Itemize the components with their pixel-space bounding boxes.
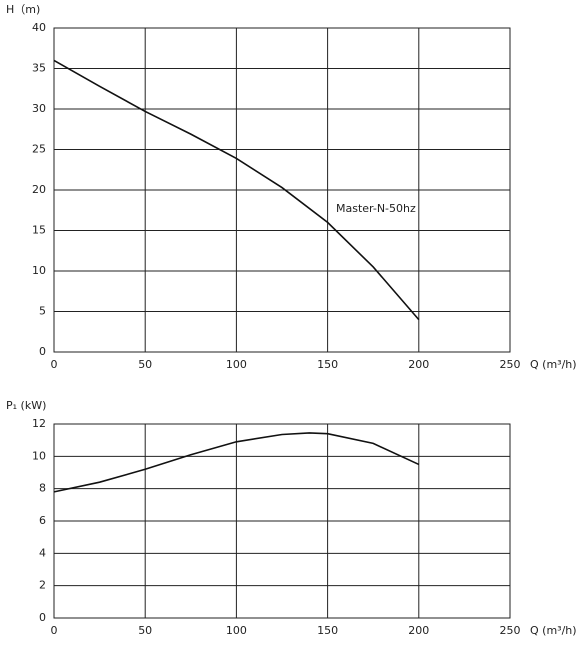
data-line [53,59,420,321]
y-tick-label: 0 [39,345,46,358]
y-axis-label: H（m) [6,3,40,16]
y-tick-label: 10 [32,264,46,277]
x-tick-label: 0 [51,624,58,637]
x-tick-label: 50 [138,358,152,371]
y-axis-label: P₁ (kW) [6,399,46,412]
x-axis-label: Q (m³/h) [530,624,577,637]
x-tick-label: 150 [317,358,338,371]
y-tick-label: 0 [39,611,46,624]
x-tick-label: 250 [500,358,521,371]
x-axis-label: Q (m³/h) [530,358,577,371]
y-tick-label: 20 [32,183,46,196]
x-tick-label: 50 [138,624,152,637]
y-tick-label: 4 [39,546,46,559]
x-tick-label: 150 [317,624,338,637]
data-line [53,432,420,493]
y-tick-label: 5 [39,305,46,318]
y-tick-label: 40 [32,21,46,34]
y-tick-label: 30 [32,102,46,115]
y-tick-label: 6 [39,514,46,527]
y-tick-label: 8 [39,482,46,495]
y-tick-label: 25 [32,143,46,156]
x-tick-label: 100 [226,624,247,637]
x-tick-label: 200 [408,358,429,371]
y-tick-label: 15 [32,224,46,237]
x-tick-label: 250 [500,624,521,637]
y-tick-label: 2 [39,579,46,592]
x-tick-label: 0 [51,358,58,371]
y-tick-label: 12 [32,417,46,430]
annotation: Master-N-50hz [336,202,416,215]
y-tick-label: 35 [32,62,46,75]
x-tick-label: 100 [226,358,247,371]
x-tick-label: 200 [408,624,429,637]
y-tick-label: 10 [32,449,46,462]
